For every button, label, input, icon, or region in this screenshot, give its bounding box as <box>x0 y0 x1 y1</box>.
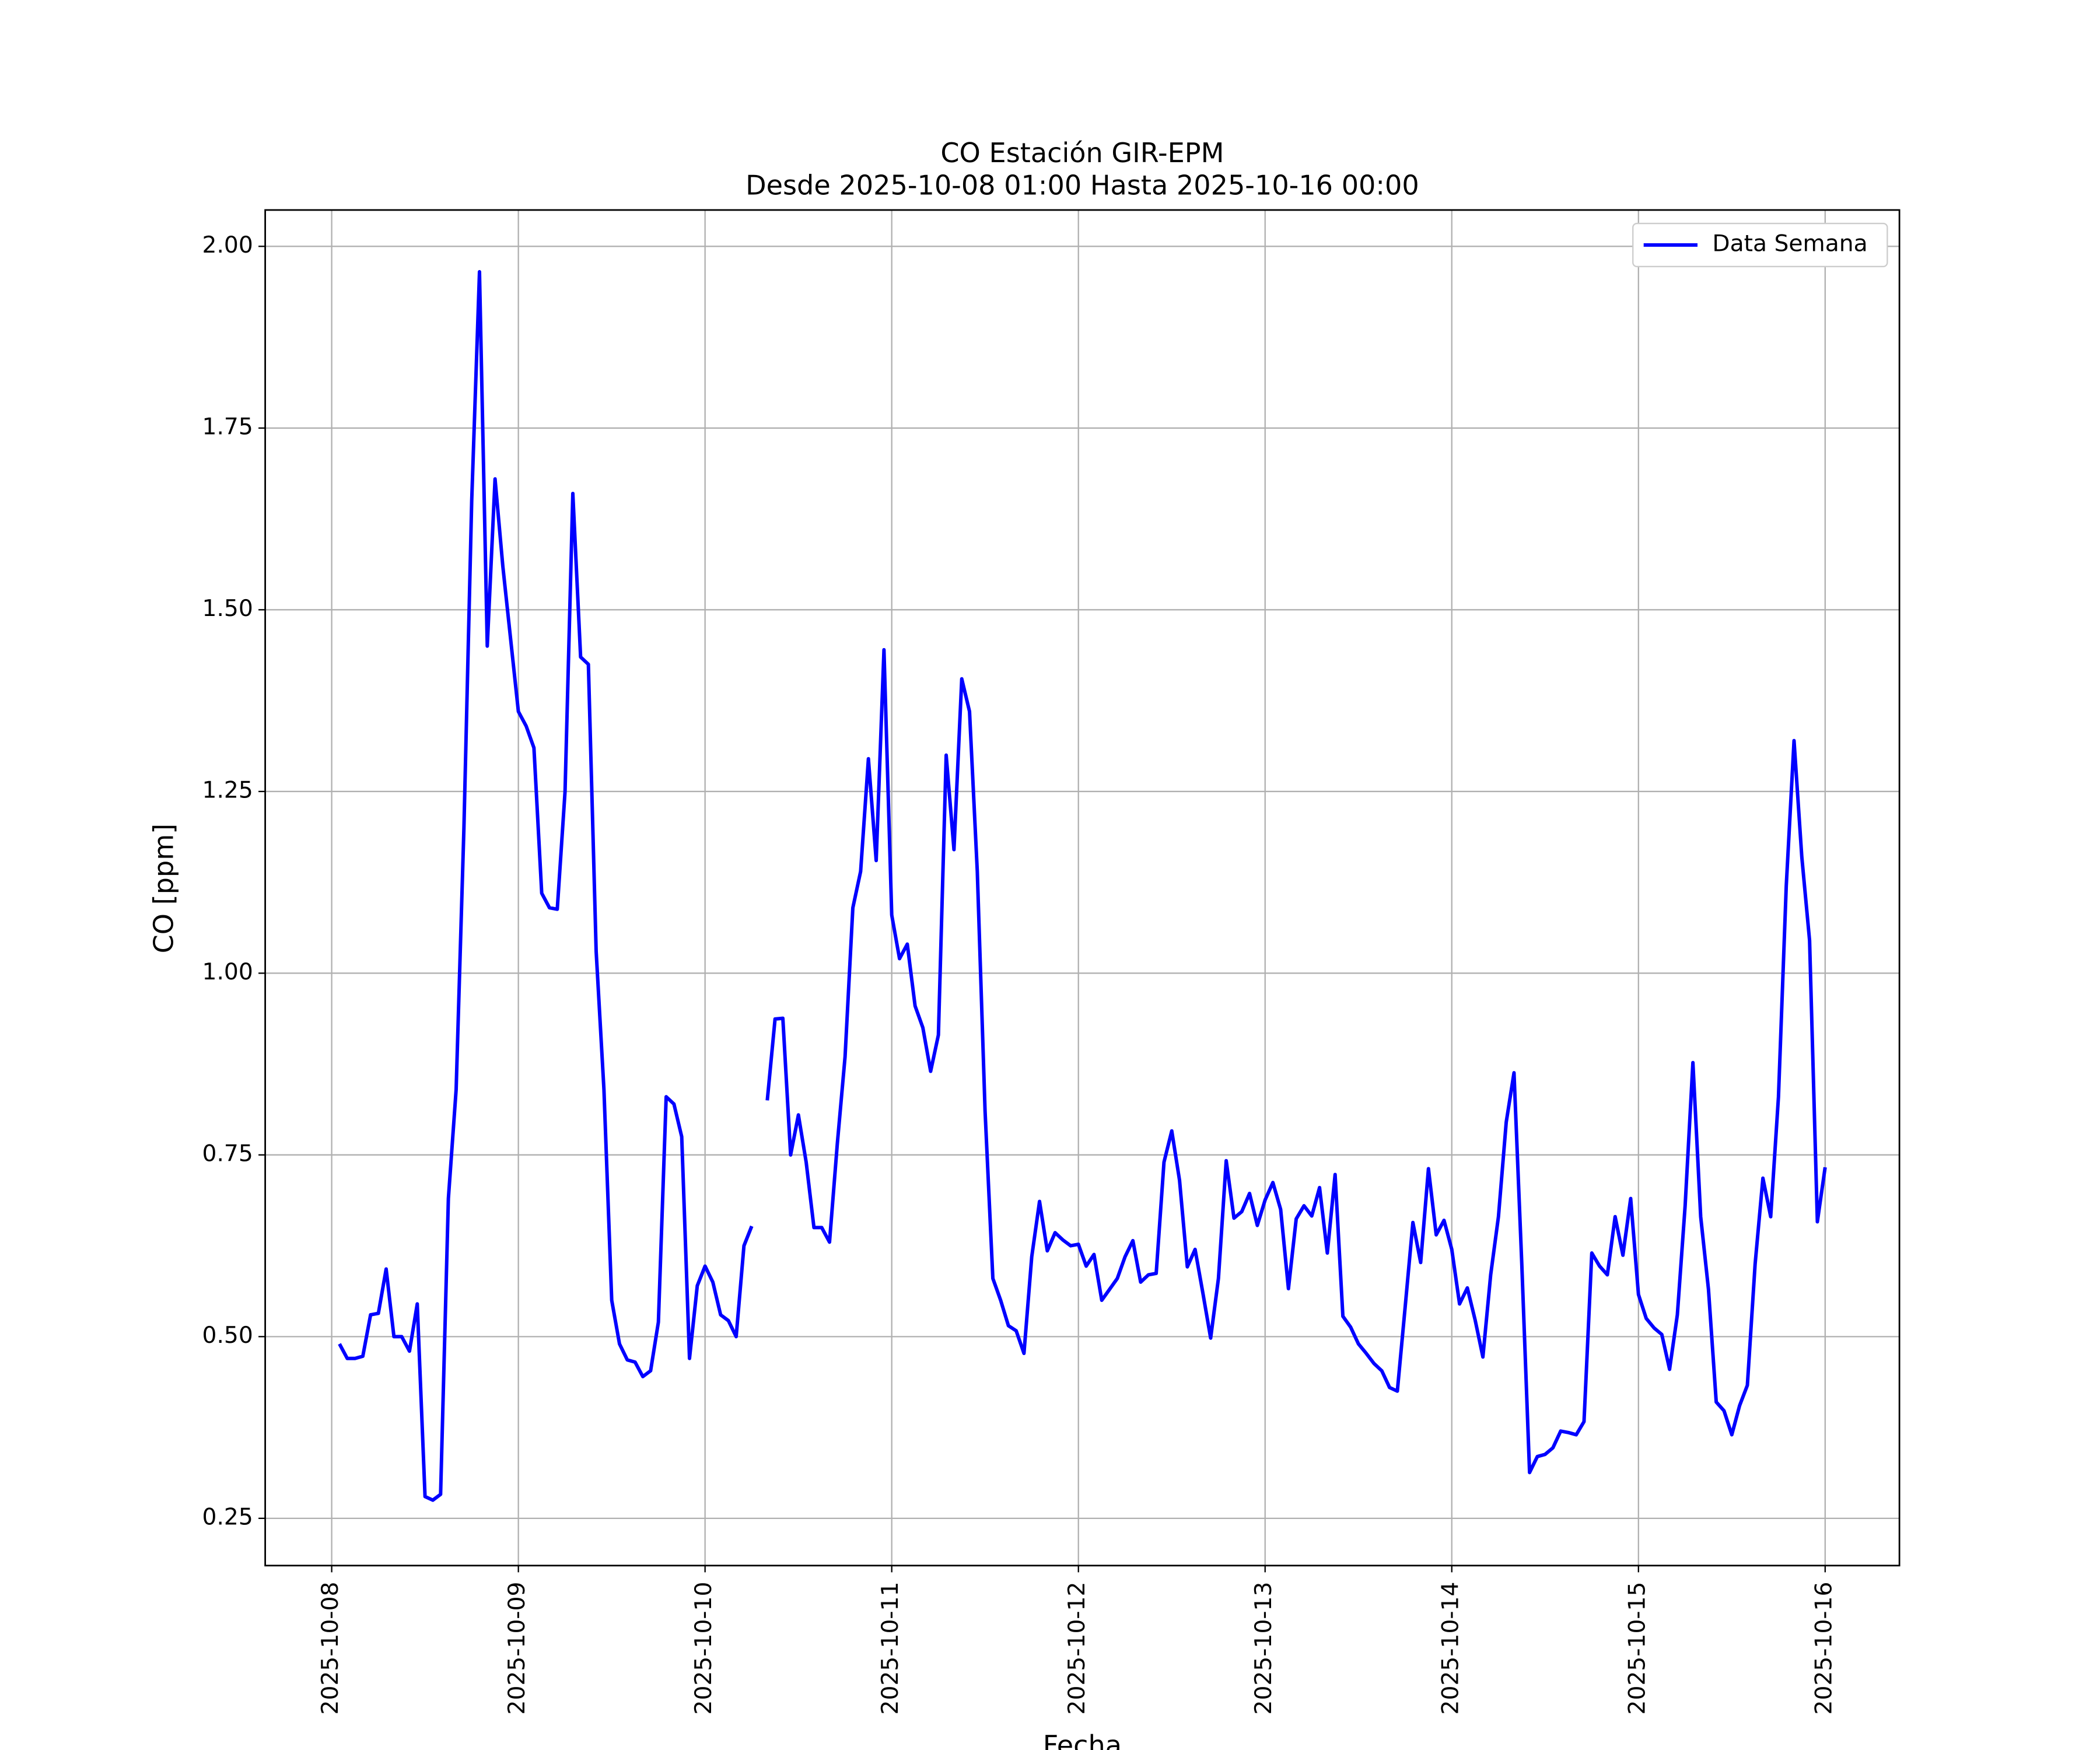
plot-area <box>338 270 1827 1502</box>
y-tick-label: 0.75 <box>202 1140 253 1167</box>
legend-label: Data Semana <box>1712 231 1867 257</box>
y-axis-label: CO [ppm] <box>148 824 179 954</box>
y-tick-label: 1.75 <box>202 414 253 440</box>
x-tick-label: 2025-10-12 <box>1064 1582 1090 1715</box>
y-tick-label: 1.00 <box>202 959 253 985</box>
x-tick-label: 2025-10-14 <box>1437 1582 1464 1715</box>
x-tick-label: 2025-10-09 <box>504 1582 530 1715</box>
legend-box <box>1632 222 1888 268</box>
chart-subtitle: Desde 2025-10-08 01:00 Hasta 2025-10-16 … <box>746 169 1419 201</box>
y-tick-label: 1.50 <box>202 596 253 622</box>
y-tick-label: 1.25 <box>202 777 253 803</box>
grid: 0.25 0.50 0.75 1.00 1.25 1.50 1.75 2.00 2025-10-… <box>202 209 1900 1715</box>
x-tick-label: 2025-10-13 <box>1251 1582 1277 1715</box>
y-tick-label: 0.50 <box>202 1322 253 1349</box>
x-axis-label: Fecha <box>1043 1730 1122 1750</box>
legend: Data Semana <box>1632 222 1888 268</box>
y-tick-label: 0.25 <box>202 1504 253 1530</box>
x-tick-label: 2025-10-10 <box>691 1582 717 1715</box>
axes-frame <box>264 209 1901 1567</box>
x-tick-label: 2025-10-15 <box>1624 1582 1650 1715</box>
x-tick-label: 2025-10-11 <box>877 1582 904 1715</box>
y-tick-label: 2.00 <box>202 232 253 258</box>
x-tick-label: 2025-10-16 <box>1811 1582 1837 1715</box>
x-tick-label: 2025-10-08 <box>317 1582 344 1715</box>
chart-title: CO Estación GIR-EPM <box>940 137 1224 169</box>
data-line <box>338 270 1827 1502</box>
